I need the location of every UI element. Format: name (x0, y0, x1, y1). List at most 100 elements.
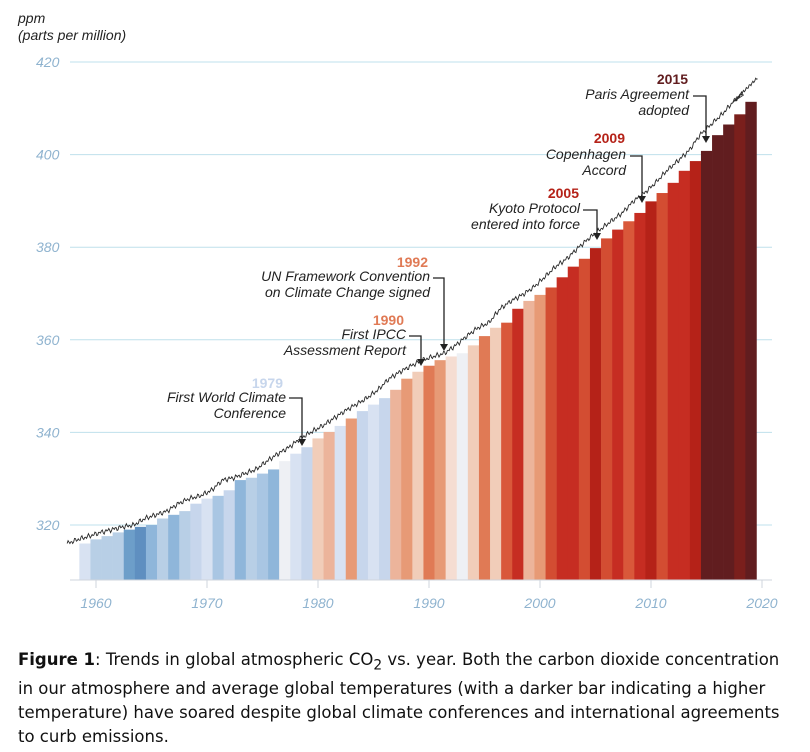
temperature-bar-1996 (490, 327, 502, 580)
temperature-bar-1984 (356, 411, 369, 580)
temperature-bar-2013 (678, 170, 691, 580)
y-tick-label-400: 400 (36, 147, 60, 163)
temperature-bar-2004 (578, 258, 591, 580)
temperature-bar-1965 (145, 525, 158, 580)
temperature-bar-2014 (689, 161, 702, 580)
x-tick-label-2010: 2010 (634, 595, 666, 611)
temperature-bar-1985 (367, 404, 380, 580)
temperature-bar-1973 (234, 480, 247, 580)
annotation-text-2009-1: Copenhagen (546, 146, 626, 162)
x-tick-label-1990: 1990 (413, 595, 444, 611)
annotation-text-2005-2: entered into force (471, 216, 580, 232)
temperature-bar-1999 (523, 300, 535, 580)
temperature-bar-1971 (212, 495, 224, 580)
temperature-bar-1994 (467, 345, 480, 580)
annotation-leader-1979 (289, 397, 303, 440)
x-tick-label-1980: 1980 (302, 595, 333, 611)
temperature-bar-2003 (567, 266, 580, 580)
temperature-bar-1967 (168, 514, 180, 580)
annotation-leader-2009 (630, 155, 643, 197)
temperature-bar-1995 (478, 336, 491, 580)
temperature-bar-2010 (645, 201, 657, 581)
temperature-bar-1981 (323, 431, 335, 580)
annotation-year-2009: 2009 (594, 130, 625, 146)
temperature-bar-1989 (412, 371, 424, 580)
annotation-text-1979-2: Conference (214, 405, 287, 421)
annotation-year-2015: 2015 (657, 71, 688, 87)
annotation-leader-2015 (693, 95, 707, 137)
x-tick-label-2020: 2020 (745, 595, 777, 611)
temperature-bar-1987 (390, 389, 402, 580)
temperature-bar-1991 (434, 360, 446, 580)
annotation-text-1990-2: Assessment Report (283, 342, 407, 358)
annotation-arrowhead-1990 (417, 359, 425, 366)
temperature-bar-1976 (268, 469, 280, 580)
temperature-bar-2008 (623, 221, 635, 580)
temperature-bar-1974 (245, 477, 258, 580)
annotation-arrowhead-2015 (702, 136, 710, 143)
temperature-bar-1975 (256, 473, 269, 580)
annotation-arrowhead-1992 (440, 344, 448, 351)
y-tick-label-380: 380 (36, 239, 60, 255)
temperature-bar-1963 (123, 529, 136, 580)
temperature-bars (79, 101, 757, 581)
temperature-bar-2001 (545, 287, 557, 580)
temperature-bar-1966 (157, 518, 169, 580)
temperature-bar-1961 (101, 536, 113, 580)
annotation-text-1990-1: First IPCC (341, 326, 406, 342)
caption-text-1: : Trends in global atmospheric CO (95, 650, 374, 669)
temperature-bar-1998 (512, 308, 524, 580)
caption-label: Figure 1 (18, 650, 96, 669)
annotation-year-2005: 2005 (548, 185, 579, 201)
temperature-bar-1990 (423, 365, 435, 580)
x-tick-label-2000: 2000 (523, 595, 555, 611)
temperature-bar-1993 (456, 353, 469, 580)
temperature-bar-1960 (90, 539, 102, 580)
y-tick-label-420: 420 (36, 54, 60, 70)
temperature-bar-2015 (700, 150, 713, 580)
temperature-bar-1988 (401, 378, 413, 580)
annotation-leader-1990 (409, 335, 422, 360)
x-tick-label-1960: 1960 (80, 595, 111, 611)
annotation-text-2015-2: adopted (638, 102, 690, 118)
temperature-bar-1972 (223, 490, 236, 580)
temperature-bar-1992 (445, 356, 458, 580)
temperature-bar-2017 (723, 124, 735, 580)
annotation-arrowhead-1979 (298, 439, 306, 446)
temperature-bar-1980 (312, 438, 324, 580)
annotation-arrowhead-2005 (593, 233, 601, 240)
y-tick-label-320: 320 (36, 517, 60, 533)
annotation-arrowhead-2009 (638, 196, 646, 203)
temperature-bar-1986 (379, 398, 391, 580)
temperature-bar-1964 (134, 526, 147, 580)
temperature-bar-2007 (612, 229, 624, 581)
annotation-text-2015-1: Paris Agreement (585, 86, 690, 102)
co2-chart: 320 340 360 380 400 420 1960 1970 1980 1990 2000 20… (17, 10, 778, 611)
temperature-bar-2000 (534, 294, 546, 580)
annotation-year-1992: 1992 (397, 254, 428, 270)
annotation-year-1990: 1990 (373, 312, 404, 328)
temperature-bar-1959 (79, 543, 91, 580)
temperature-bar-1978 (290, 453, 302, 580)
temperature-bar-1979 (301, 447, 313, 580)
y-tick-label-340: 340 (36, 424, 60, 440)
y-tick-label-360: 360 (36, 332, 60, 348)
temperature-bar-1969 (190, 503, 202, 580)
temperature-bar-2009 (634, 212, 646, 580)
temperature-bar-1968 (179, 511, 191, 580)
caption-text-2: vs. year. Both the carbon dioxide concen… (18, 650, 780, 747)
temperature-bar-1977 (279, 461, 291, 580)
temperature-bar-1982 (334, 425, 347, 580)
annotation-leader-2005 (583, 209, 598, 234)
temperature-bar-1983 (345, 418, 358, 580)
axes: 320 340 360 380 400 420 1960 1970 1980 1990 2000 20… (36, 54, 778, 611)
temperature-bar-1970 (201, 498, 213, 580)
annotation-text-1979-1: First World Climate (167, 389, 286, 405)
temperature-bar-1997 (501, 322, 513, 580)
